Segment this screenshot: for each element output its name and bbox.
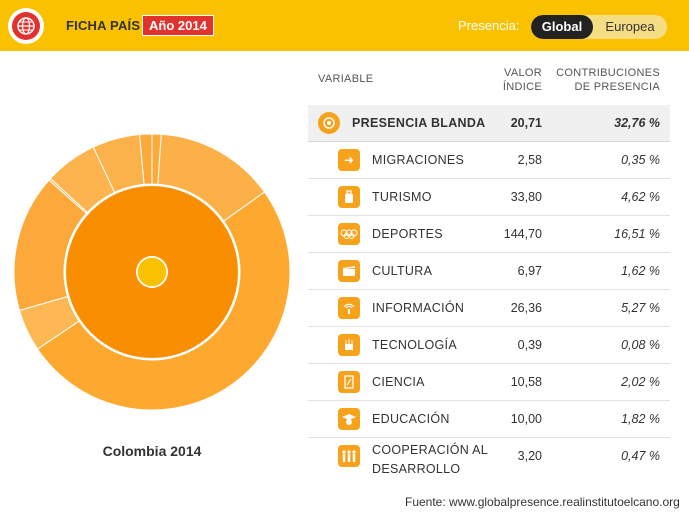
center-dot[interactable] [136, 256, 168, 288]
outer-wedge-deportes[interactable] [36, 191, 291, 411]
table-row-educacion[interactable]: EDUCACIÓN 10,00 1,82 % [308, 401, 670, 438]
source-credit: Fuente: www.globalpresence.realinstituto… [405, 495, 680, 509]
table-row-ciencia[interactable]: CIENCIA 10,58 2,02 % [308, 364, 670, 401]
toggle-europea-button[interactable]: Europea [605, 19, 655, 34]
row-value: 10,58 [510, 375, 542, 389]
row-label: MIGRACIONES [372, 153, 465, 167]
row-value: 26,36 [510, 301, 542, 315]
table-row-presencia-blanda[interactable]: PRESENCIA BLANDA 20,71 32,76 % [308, 105, 670, 142]
row-label: TURISMO [372, 190, 432, 204]
tourism-icon [338, 186, 360, 208]
science-icon [338, 371, 360, 393]
chart-caption: Colombia 2014 [102, 443, 202, 459]
cooperation-icon [338, 445, 360, 467]
globe-logo-icon [8, 8, 44, 44]
row-contribution: 4,62 % [621, 190, 660, 204]
presence-sunburst-chart [13, 133, 291, 411]
row-value: 3,20 [517, 449, 542, 463]
information-icon [338, 297, 360, 319]
table-row-tecnologia[interactable]: TECNOLOGÍA 0,39 0,08 % [308, 327, 670, 364]
row-value: 20,71 [510, 116, 542, 130]
table-row-migraciones[interactable]: ➜ MIGRACIONES 2,58 0,35 % [308, 142, 670, 179]
row-contribution: 16,51 % [614, 227, 660, 241]
presence-label: Presencia: [458, 18, 520, 33]
table-row-cultura[interactable]: CULTURA 6,97 1,62 % [308, 253, 670, 290]
row-value: 144,70 [503, 227, 542, 241]
row-contribution: 1,62 % [621, 264, 660, 278]
row-label: COOPERACIÓN AL DESARROLLO [372, 443, 489, 476]
row-contribution: 0,35 % [621, 153, 660, 167]
education-icon [338, 408, 360, 430]
table-row-deportes[interactable]: DEPORTES 144,70 16,51 % [308, 216, 670, 253]
table-row-turismo[interactable]: TURISMO 33,80 4,62 % [308, 179, 670, 216]
column-header-value: VALOR ÍNDICE [502, 67, 542, 93]
ring-separator [64, 184, 240, 360]
row-label: CULTURA [372, 264, 433, 278]
row-label: TECNOLOGÍA [372, 338, 457, 352]
row-contribution: 5,27 % [621, 301, 660, 315]
row-contribution: 1,82 % [621, 412, 660, 426]
soft-power-icon [318, 112, 340, 134]
toggle-global-button[interactable]: Global [531, 15, 593, 39]
column-header-variable: VARIABLE [318, 73, 374, 85]
row-contribution: 0,08 % [621, 338, 660, 352]
row-value: 2,58 [517, 153, 542, 167]
row-label: EDUCACIÓN [372, 412, 450, 426]
column-header-contribution: CONTRIBUCIONES DE PRESENCIA [556, 67, 660, 93]
row-label: CIENCIA [372, 375, 425, 389]
presence-toggle[interactable]: Global Europea [531, 15, 667, 39]
page-title: FICHA PAÍS [66, 18, 141, 33]
table-row-cooperacion[interactable]: COOPERACIÓN AL DESARROLLO 3,20 0,47 % [308, 438, 670, 476]
year-badge[interactable]: Año 2014 [142, 15, 214, 36]
row-value: 6,97 [517, 264, 542, 278]
inner-ring-presencia-blanda [152, 186, 238, 358]
row-contribution: 32,76 % [614, 116, 660, 130]
sports-rings-icon [338, 223, 360, 245]
row-value: 33,80 [510, 190, 542, 204]
technology-icon [338, 334, 360, 356]
row-value: 0,39 [517, 338, 542, 352]
outer-wedge-cooperacion-al-desarrollo[interactable] [139, 133, 153, 185]
header-bar: FICHA PAÍS Año 2014 Presencia: Global Eu… [0, 0, 689, 51]
row-label: DEPORTES [372, 227, 443, 241]
row-contribution: 0,47 % [621, 449, 660, 463]
row-value: 10,00 [510, 412, 542, 426]
inner-ring-presencia-blanda [66, 186, 152, 358]
row-contribution: 2,02 % [621, 375, 660, 389]
migration-icon: ➜ [338, 149, 360, 171]
table-row-informacion[interactable]: INFORMACIÓN 26,36 5,27 % [308, 290, 670, 327]
row-label: INFORMACIÓN [372, 301, 465, 315]
culture-icon [338, 260, 360, 282]
row-label: PRESENCIA BLANDA [352, 116, 486, 130]
